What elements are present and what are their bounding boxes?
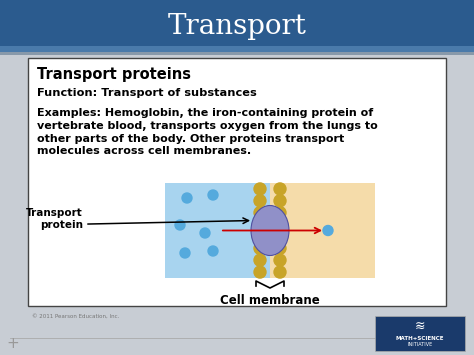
Circle shape xyxy=(254,266,266,278)
Circle shape xyxy=(254,230,266,242)
Bar xyxy=(270,183,375,278)
Circle shape xyxy=(274,183,286,195)
Circle shape xyxy=(254,183,266,195)
Text: MATH+SCIENCE: MATH+SCIENCE xyxy=(396,335,444,340)
Circle shape xyxy=(274,195,286,207)
Circle shape xyxy=(254,242,266,254)
Bar xyxy=(0,46,474,52)
Text: © 2011 Pearson Education, Inc.: © 2011 Pearson Education, Inc. xyxy=(32,314,119,319)
Ellipse shape xyxy=(251,206,289,256)
Circle shape xyxy=(274,242,286,254)
Circle shape xyxy=(254,195,266,207)
Circle shape xyxy=(180,248,190,258)
Text: +: + xyxy=(7,335,19,350)
Circle shape xyxy=(274,207,286,219)
Text: Transport: Transport xyxy=(168,13,306,40)
Text: Transport
protein: Transport protein xyxy=(26,208,83,230)
Circle shape xyxy=(323,225,333,235)
Text: ≋: ≋ xyxy=(415,320,425,333)
Text: Function: Transport of substances: Function: Transport of substances xyxy=(37,88,257,98)
Circle shape xyxy=(254,219,266,230)
Circle shape xyxy=(208,190,218,200)
Circle shape xyxy=(254,254,266,266)
Circle shape xyxy=(274,266,286,278)
Circle shape xyxy=(274,219,286,230)
Bar xyxy=(0,52,474,55)
Circle shape xyxy=(254,207,266,219)
Circle shape xyxy=(274,254,286,266)
Bar xyxy=(165,183,270,278)
Circle shape xyxy=(175,220,185,230)
FancyBboxPatch shape xyxy=(28,58,446,306)
Circle shape xyxy=(274,230,286,242)
Text: Examples: Hemoglobin, the iron-containing protein of
vertebrate blood, transport: Examples: Hemoglobin, the iron-containin… xyxy=(37,108,378,157)
Bar xyxy=(0,0,474,52)
Circle shape xyxy=(208,246,218,256)
Text: Cell membrane: Cell membrane xyxy=(220,294,320,307)
Text: INITIATIVE: INITIATIVE xyxy=(407,343,433,348)
Bar xyxy=(375,316,465,351)
Text: Transport proteins: Transport proteins xyxy=(37,66,191,82)
Circle shape xyxy=(200,228,210,238)
Circle shape xyxy=(182,193,192,203)
